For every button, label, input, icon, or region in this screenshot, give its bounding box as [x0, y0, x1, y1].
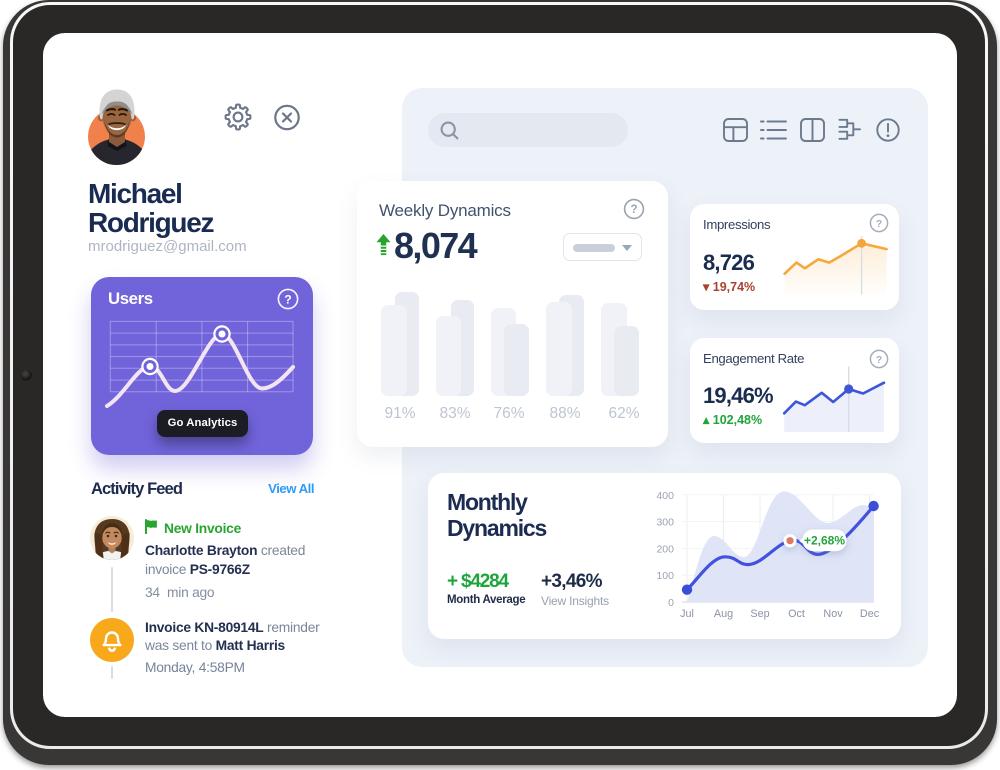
svg-text:?: ? — [284, 292, 291, 306]
svg-text:300: 300 — [656, 517, 674, 529]
svg-text:+2,68%: +2,68% — [804, 533, 845, 547]
svg-text:Nov: Nov — [823, 608, 843, 620]
svg-text:Jul: Jul — [680, 608, 694, 620]
svg-text:0: 0 — [668, 597, 674, 609]
svg-text:Aug: Aug — [714, 608, 733, 620]
svg-text:?: ? — [630, 204, 637, 216]
svg-text:200: 200 — [656, 543, 674, 555]
svg-text:?: ? — [876, 218, 882, 230]
svg-text:?: ? — [876, 354, 882, 366]
svg-text:400: 400 — [656, 490, 674, 502]
svg-text:100: 100 — [656, 570, 674, 582]
svg-text:Sep: Sep — [750, 608, 769, 620]
svg-text:Oct: Oct — [788, 608, 805, 620]
svg-text:Dec: Dec — [860, 608, 880, 620]
